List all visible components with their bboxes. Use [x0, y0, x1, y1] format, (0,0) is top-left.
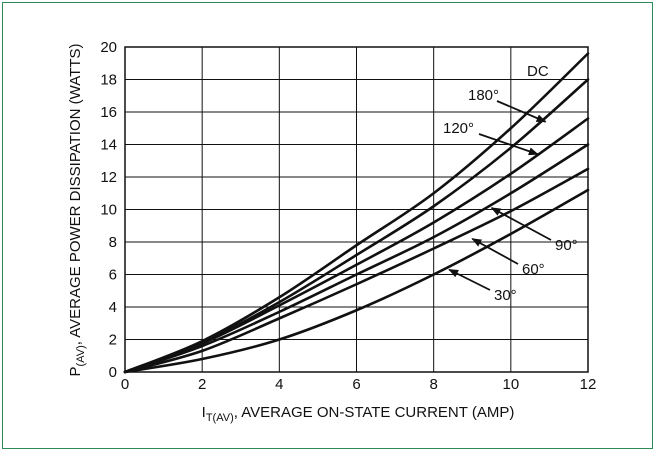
y-axis-label-rest: , AVERAGE POWER DISSIPATION (WATTS)	[67, 44, 84, 346]
x-tick-label: 4	[275, 376, 283, 393]
x-tick-label: 6	[352, 376, 360, 393]
y-tick-label: 8	[109, 234, 117, 251]
x-tick-label: 12	[580, 376, 597, 393]
y-tick-label: 2	[109, 332, 117, 349]
y-tick-label: 20	[100, 39, 117, 56]
curve-label: 90°	[555, 237, 578, 254]
curve-label-arrow	[449, 270, 490, 290]
y-axis-label: P(AV), AVERAGE POWER DISSIPATION (WATTS)	[67, 44, 87, 377]
x-tick-label: 2	[198, 376, 206, 393]
y-axis-label-subscript: (AV)	[75, 345, 87, 366]
x-axis-label-rest: , AVERAGE ON-STATE CURRENT (AMP)	[234, 404, 515, 421]
y-tick-label: 16	[100, 104, 117, 121]
curve-label-arrow	[492, 208, 551, 240]
grid	[125, 47, 588, 372]
y-tick-label: 14	[100, 137, 117, 154]
x-axis-label-subscript: T(AV)	[206, 412, 234, 424]
y-tick-label: 6	[109, 267, 117, 284]
curve-label: 120°	[443, 120, 474, 137]
y-tick-label: 12	[100, 169, 117, 186]
y-tick-label: 4	[109, 299, 117, 316]
curve-label: 60°	[522, 261, 545, 278]
curve-label: 180°	[468, 87, 499, 104]
y-axis-label-main: P	[67, 366, 84, 376]
y-tick-label: 10	[100, 202, 117, 219]
curve-label: DC	[527, 63, 549, 80]
x-tick-label: 10	[502, 376, 519, 393]
y-tick-label: 0	[109, 364, 117, 381]
y-tick-label: 18	[100, 72, 117, 89]
x-tick-label: 8	[429, 376, 437, 393]
x-tick-label: 0	[121, 376, 129, 393]
curve-label: 30°	[494, 287, 517, 304]
x-axis-label: IT(AV), AVERAGE ON-STATE CURRENT (AMP)	[202, 404, 515, 424]
